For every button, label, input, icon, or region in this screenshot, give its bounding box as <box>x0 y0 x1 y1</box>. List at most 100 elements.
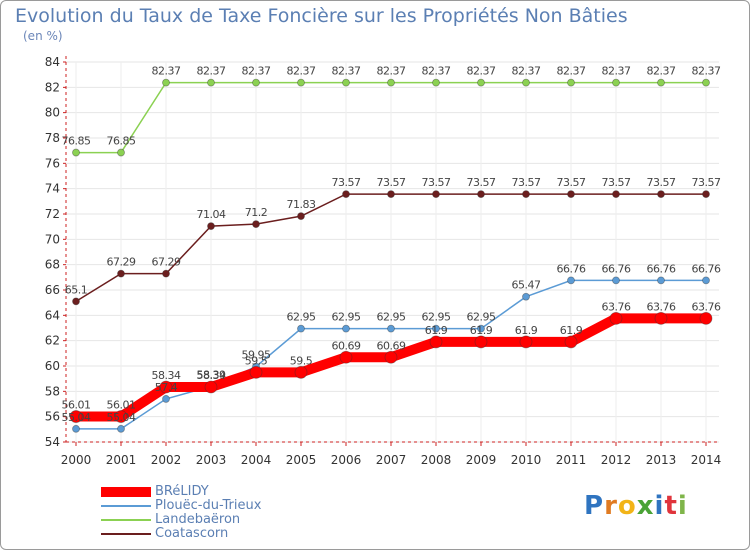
legend-swatch <box>101 505 151 507</box>
x-tick-label: 2013 <box>646 453 677 467</box>
y-tick-label: 76 <box>45 156 60 170</box>
x-tick-label: 2014 <box>691 453 722 467</box>
data-point-brelidy <box>519 335 533 349</box>
data-point-coatascorn <box>702 190 710 199</box>
x-tick-label: 2007 <box>376 453 407 467</box>
logo-letter: x <box>636 491 655 521</box>
data-point-coatascorn <box>567 190 575 199</box>
data-point-plouec-du-trieux <box>432 324 440 333</box>
data-label-brelidy: 63.76 <box>602 300 631 313</box>
data-point-landebaeron <box>72 148 80 157</box>
data-label-coatascorn: 71.2 <box>245 206 268 219</box>
data-point-plouec-du-trieux <box>387 324 395 333</box>
x-tick-label: 2002 <box>151 453 182 467</box>
data-label-landebaeron: 76.85 <box>62 135 91 148</box>
data-point-plouec-du-trieux <box>657 276 665 285</box>
data-point-plouec-du-trieux <box>342 324 350 333</box>
legend-item-landebaeron: Landebaëron <box>101 513 261 527</box>
data-label-brelidy: 59.5 <box>245 354 268 367</box>
data-point-brelidy <box>204 380 218 394</box>
data-point-coatascorn <box>477 190 485 199</box>
data-labels: 65.1 67.29 67.29 71.04 71.2 71.83 73.57 73.57 73… <box>62 65 722 424</box>
legend-item-plouec-du-trieux: Plouëc-du-Trieux <box>101 499 261 513</box>
data-point-landebaeron <box>612 78 620 87</box>
data-label-brelidy: 56.01 <box>62 399 91 412</box>
data-label-landebaeron: 76.85 <box>107 135 136 148</box>
data-point-coatascorn <box>657 190 665 199</box>
data-point-landebaeron <box>162 78 170 87</box>
data-point-brelidy <box>564 335 578 349</box>
grid <box>66 61 719 443</box>
data-label-coatascorn: 73.57 <box>602 176 631 189</box>
data-point-landebaeron <box>702 78 710 87</box>
data-label-coatascorn: 71.04 <box>197 208 226 221</box>
data-label-coatascorn: 73.57 <box>512 176 541 189</box>
data-point-landebaeron <box>387 78 395 87</box>
data-label-plouec-du-trieux: 62.95 <box>422 311 451 324</box>
logo-letter: i <box>654 491 665 521</box>
legend-swatch <box>101 533 151 535</box>
y-tick-label: 82 <box>45 80 60 94</box>
data-label-landebaeron: 82.37 <box>332 65 361 78</box>
logo-letter: r <box>604 491 618 521</box>
data-point-brelidy <box>429 335 443 349</box>
data-point-landebaeron <box>342 78 350 87</box>
data-point-coatascorn <box>612 190 620 199</box>
data-point-coatascorn <box>342 190 350 199</box>
legend-swatch <box>101 519 151 521</box>
data-point-plouec-du-trieux <box>612 276 620 285</box>
legend-item-brelidy: BRéLIDY <box>101 485 261 499</box>
logo-letter: P <box>584 491 605 521</box>
data-label-brelidy: 60.69 <box>377 339 406 352</box>
data-label-plouec-du-trieux: 55.04 <box>107 411 136 424</box>
x-tick-label: 2006 <box>331 453 362 467</box>
data-point-coatascorn <box>522 190 530 199</box>
data-label-coatascorn: 67.29 <box>107 256 136 269</box>
data-point-brelidy <box>474 335 488 349</box>
data-label-coatascorn: 73.57 <box>557 176 586 189</box>
data-label-coatascorn: 73.57 <box>422 176 451 189</box>
data-point-brelidy <box>384 350 398 364</box>
data-label-landebaeron: 82.37 <box>197 65 226 78</box>
data-point-coatascorn <box>117 269 125 278</box>
y-tick-label: 72 <box>45 207 60 221</box>
y-tick-label: 64 <box>45 308 60 322</box>
proxiti-logo: Proxiti <box>584 491 688 521</box>
data-point-brelidy <box>114 410 128 423</box>
legend-item-coatascorn: Coatascorn <box>101 527 261 541</box>
data-point-plouec-du-trieux <box>567 276 575 285</box>
y-tick-label: 66 <box>45 283 60 297</box>
data-point-plouec-du-trieux <box>297 324 305 333</box>
data-label-landebaeron: 82.37 <box>512 65 541 78</box>
data-point-plouec-du-trieux <box>162 395 170 403</box>
data-label-plouec-du-trieux: 59.95 <box>242 349 271 362</box>
data-label-plouec-du-trieux: 62.95 <box>467 311 496 324</box>
legend-label: BRéLIDY <box>155 484 209 499</box>
x-tick-label: 2008 <box>421 453 452 467</box>
data-label-brelidy: 61.9 <box>560 324 583 337</box>
data-point-landebaeron <box>522 78 530 87</box>
data-point-brelidy <box>339 350 353 364</box>
y-tick-label: 78 <box>45 131 60 145</box>
data-point-brelidy <box>69 410 83 423</box>
y-tick-label: 84 <box>45 55 60 69</box>
unit-label: (en %) <box>23 29 63 43</box>
data-point-brelidy <box>249 365 263 379</box>
data-label-plouec-du-trieux: 66.76 <box>692 262 721 275</box>
data-label-coatascorn: 65.1 <box>65 283 88 296</box>
data-point-landebaeron <box>207 78 215 87</box>
y-tick-label: 54 <box>45 435 60 449</box>
data-label-coatascorn: 67.29 <box>152 256 181 269</box>
data-point-coatascorn <box>297 212 305 221</box>
data-label-brelidy: 56.01 <box>107 399 136 412</box>
series-group <box>69 78 713 433</box>
axes: 54 56 58 60 62 64 66 68 70 72 74 76 78 80 82 84 2000 2001… <box>45 55 722 467</box>
data-label-landebaeron: 82.37 <box>422 65 451 78</box>
y-tick-label: 74 <box>45 182 60 196</box>
data-label-plouec-du-trieux: 62.95 <box>377 311 406 324</box>
legend-swatch <box>101 487 151 497</box>
data-label-plouec-du-trieux: 65.47 <box>512 279 541 292</box>
data-label-plouec-du-trieux: 62.95 <box>287 311 316 324</box>
data-point-landebaeron <box>252 78 260 87</box>
data-label-coatascorn: 73.57 <box>647 176 676 189</box>
